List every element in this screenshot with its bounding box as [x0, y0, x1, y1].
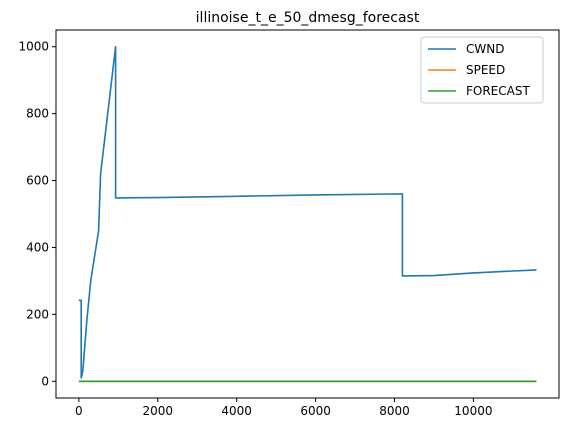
- legend-label: CWND: [466, 42, 504, 56]
- x-tick-label: 0: [75, 404, 83, 418]
- y-tick-label: 600: [26, 174, 49, 188]
- y-tick-label: 400: [26, 240, 49, 254]
- x-tick-label: 2000: [143, 404, 174, 418]
- y-tick-label: 200: [26, 307, 49, 321]
- series-line-cwnd: [78, 45, 537, 379]
- y-tick-label: 1000: [18, 40, 49, 54]
- axes-frame: [55, 29, 560, 399]
- legend-label: FORECAST: [466, 84, 530, 98]
- x-tick-label: 4000: [221, 404, 252, 418]
- legend-box: [420, 36, 544, 104]
- axis-ticks: 0 2000 4000 6000 8000 10000 0 200 400 600 800 1000: [18, 40, 492, 418]
- plot-area: [78, 45, 537, 383]
- legend: CWND SPEED FORECAST: [420, 36, 544, 104]
- y-tick-label: 800: [26, 107, 49, 121]
- x-tick-label: 8000: [379, 404, 410, 418]
- chart-title: illinoise_t_e_50_dmesg_forecast: [196, 10, 420, 26]
- legend-label: SPEED: [466, 63, 505, 77]
- y-tick-label: 0: [41, 374, 49, 388]
- x-tick-label: 6000: [300, 404, 331, 418]
- x-tick-label: 10000: [454, 404, 492, 418]
